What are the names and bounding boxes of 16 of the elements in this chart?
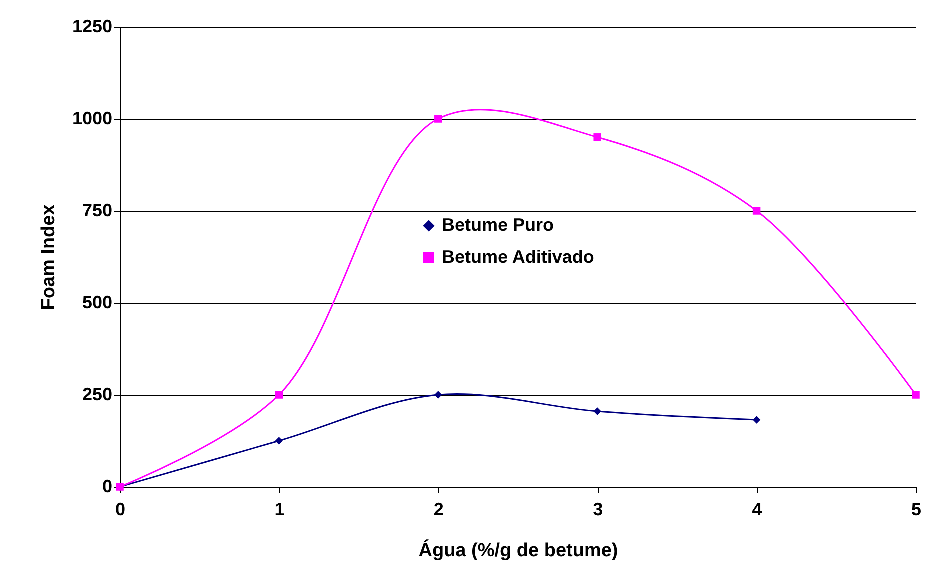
x-tick-label: 5 [911,500,922,520]
x-axis-title: Água (%/g de betume) [418,540,618,562]
y-tick-label: 1000 [72,108,112,128]
x-tick-label: 1 [274,500,285,520]
y-tick-label: 750 [82,200,112,220]
y-tick-label: 500 [82,292,112,312]
legend-label: Betume Aditivado [442,247,594,267]
y-axis-title: Foam Index [38,204,60,310]
legend-label: Betume Puro [442,215,554,235]
x-tick-label: 4 [752,500,762,520]
y-tick-label: 0 [102,476,112,496]
x-tick-label: 2 [434,500,444,520]
y-tick-label: 1250 [72,16,112,36]
x-tick-label: 0 [115,500,126,520]
y-tick-label: 250 [82,384,112,404]
x-tick-label: 3 [593,500,604,520]
